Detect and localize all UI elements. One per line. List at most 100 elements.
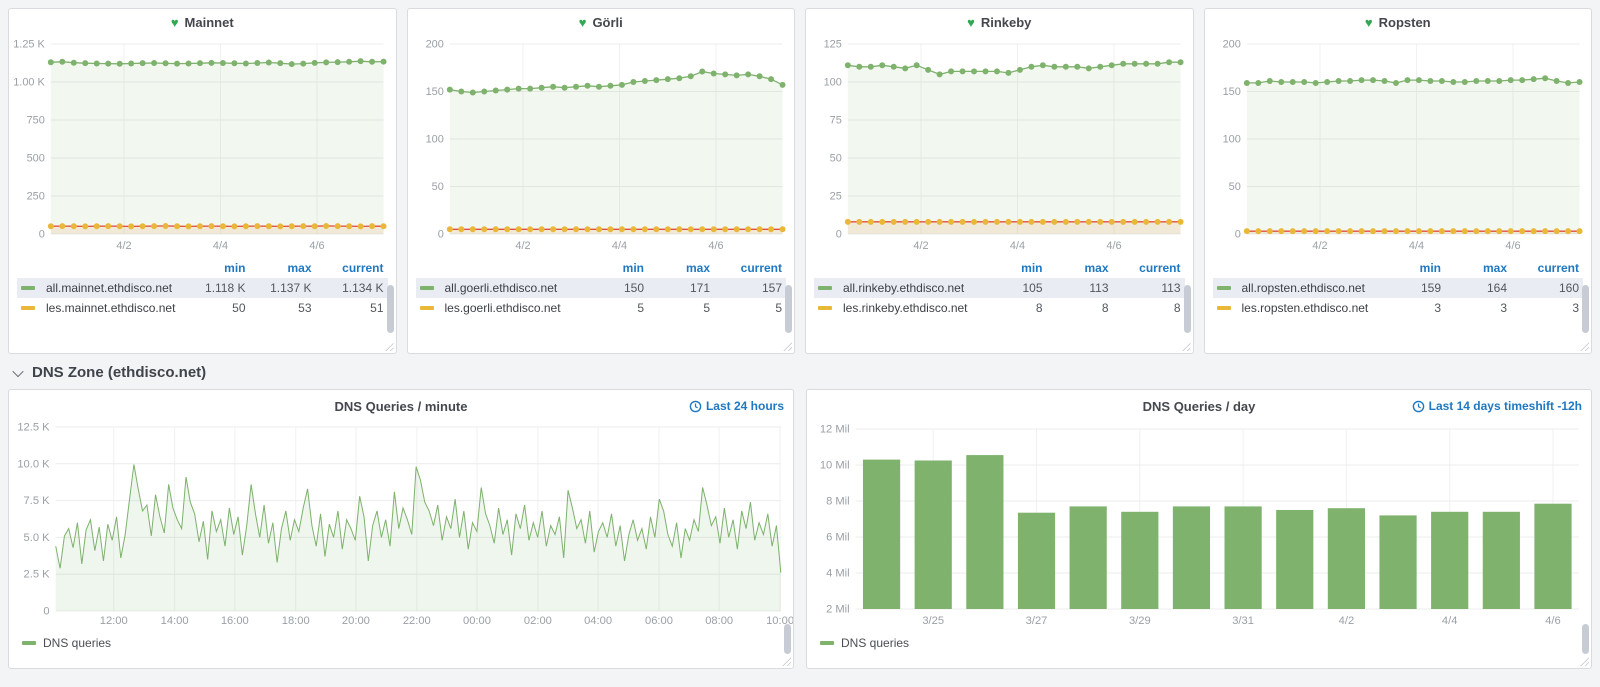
panel-header-goerli[interactable]: ♥ Görli [408, 9, 795, 36]
series-color-swatch [820, 641, 834, 645]
svg-text:10 Mil: 10 Mil [820, 460, 850, 472]
svg-text:3/29: 3/29 [1129, 615, 1151, 627]
legend-header-min[interactable]: min [981, 258, 1047, 278]
panel-header-ropsten[interactable]: ♥ Ropsten [1205, 9, 1592, 36]
svg-text:02:00: 02:00 [524, 615, 552, 627]
legend-series-name[interactable]: all.goerli.ethdisco.net [416, 278, 583, 298]
goerli-chart: 4/24/44/6200150100500 [408, 36, 795, 256]
series-color-swatch [1217, 306, 1231, 310]
svg-text:4/2: 4/2 [116, 240, 131, 252]
legend-header-max[interactable]: max [1445, 258, 1511, 278]
panel-dns-queries-day: DNS Queries / day Last 14 days timeshift… [806, 389, 1592, 669]
legend-min-value: 8 [981, 298, 1047, 318]
svg-text:20:00: 20:00 [342, 615, 370, 627]
svg-text:5.0 K: 5.0 K [24, 532, 51, 544]
series-label: les.goerli.ethdisco.net [441, 298, 565, 318]
svg-text:200: 200 [425, 38, 443, 50]
time-range-link[interactable]: Last 24 hours [689, 399, 784, 413]
section-header-dns-zone[interactable]: DNS Zone (ethdisco.net) [0, 354, 1600, 387]
svg-text:1.00 K: 1.00 K [13, 76, 45, 88]
scrollbar-thumb[interactable] [1582, 624, 1589, 654]
ropsten-chart: 4/24/44/6200150100500 [1205, 36, 1592, 256]
resize-handle[interactable] [1182, 342, 1191, 351]
svg-text:250: 250 [27, 190, 45, 202]
series-label: les.ropsten.ethdisco.net [1238, 298, 1373, 318]
legend-header-max[interactable]: max [648, 258, 714, 278]
svg-text:4/4: 4/4 [213, 240, 228, 252]
legend-series-name[interactable]: all.mainnet.ethdisco.net [17, 278, 184, 298]
legend-header-max[interactable]: max [250, 258, 316, 278]
svg-text:4/6: 4/6 [708, 240, 723, 252]
legend-series-name[interactable]: les.mainnet.ethdisco.net [17, 298, 184, 318]
series-color-swatch [818, 306, 832, 310]
legend-max-value: 1.137 K [250, 278, 316, 298]
scrollbar-thumb[interactable] [387, 285, 394, 333]
legend-max-value: 164 [1445, 278, 1511, 298]
resize-handle[interactable] [1580, 342, 1589, 351]
legend-current-value: 5 [714, 298, 786, 318]
svg-text:150: 150 [425, 86, 443, 98]
scrollbar-thumb[interactable] [1582, 285, 1589, 333]
svg-text:4/6: 4/6 [1106, 240, 1121, 252]
svg-text:6 Mil: 6 Mil [826, 532, 850, 544]
svg-text:500: 500 [27, 152, 45, 164]
series-color-swatch [1217, 286, 1231, 290]
resize-handle[interactable] [782, 657, 791, 666]
legend-header-min[interactable]: min [1379, 258, 1445, 278]
legend-header-max[interactable]: max [1047, 258, 1113, 278]
svg-text:16:00: 16:00 [221, 615, 249, 627]
legend-series-name[interactable]: les.rinkeby.ethdisco.net [814, 298, 981, 318]
legend-min-value: 105 [981, 278, 1047, 298]
chart-legend[interactable]: DNS queries [9, 631, 793, 650]
resize-handle[interactable] [1580, 657, 1589, 666]
svg-text:2.5 K: 2.5 K [24, 569, 51, 581]
heart-icon: ♥ [967, 16, 975, 29]
dns-queries-minute-chart: 12:0014:0016:0018:0020:0022:0000:0002:00… [9, 419, 793, 631]
legend-header-current[interactable]: current [316, 258, 388, 278]
panel-title-text: Ropsten [1379, 15, 1431, 30]
legend-series-name[interactable]: les.ropsten.ethdisco.net [1213, 298, 1380, 318]
svg-text:100: 100 [1222, 133, 1240, 145]
legend-min-value: 3 [1379, 298, 1445, 318]
panel-header-rinkeby[interactable]: ♥ Rinkeby [806, 9, 1193, 36]
scrollbar-thumb[interactable] [1184, 285, 1191, 333]
legend-max-value: 8 [1047, 298, 1113, 318]
legend-header-current[interactable]: current [1511, 258, 1583, 278]
legend-min-value: 159 [1379, 278, 1445, 298]
heart-icon: ♥ [579, 16, 587, 29]
legend-header-min[interactable]: min [184, 258, 250, 278]
panel-header-mainnet[interactable]: ♥ Mainnet [9, 9, 396, 36]
series-label: all.ropsten.ethdisco.net [1238, 278, 1369, 298]
legend-current-value: 1.134 K [316, 278, 388, 298]
svg-text:150: 150 [1222, 86, 1240, 98]
panel-title-text[interactable]: DNS Queries / minute [9, 399, 793, 414]
svg-text:100: 100 [824, 76, 842, 88]
svg-text:4/6: 4/6 [1505, 240, 1520, 252]
legend-header-spacer [1213, 258, 1380, 278]
svg-text:4/4: 4/4 [1408, 240, 1423, 252]
legend-series-name[interactable]: les.goerli.ethdisco.net [416, 298, 583, 318]
legend-header-min[interactable]: min [582, 258, 648, 278]
legend-header-current[interactable]: current [1113, 258, 1185, 278]
series-color-swatch [818, 286, 832, 290]
panel-title-text: Görli [592, 15, 622, 30]
scrollbar-thumb[interactable] [785, 285, 792, 333]
resize-handle[interactable] [783, 342, 792, 351]
legend-max-value: 5 [648, 298, 714, 318]
resize-handle[interactable] [385, 342, 394, 351]
scrollbar-thumb[interactable] [784, 624, 791, 654]
svg-text:4/4: 4/4 [1010, 240, 1025, 252]
time-range-link[interactable]: Last 14 days timeshift -12h [1412, 399, 1582, 413]
series-label: DNS queries [43, 636, 111, 650]
svg-text:04:00: 04:00 [584, 615, 612, 627]
chart-legend[interactable]: DNS queries [807, 631, 1591, 650]
svg-text:12.5 K: 12.5 K [17, 422, 50, 434]
legend-max-value: 53 [250, 298, 316, 318]
legend-series-name[interactable]: all.ropsten.ethdisco.net [1213, 278, 1380, 298]
legend-series-name[interactable]: all.rinkeby.ethdisco.net [814, 278, 981, 298]
legend-header-current[interactable]: current [714, 258, 786, 278]
series-label: DNS queries [841, 636, 909, 650]
legend-max-value: 171 [648, 278, 714, 298]
legend-header-spacer [814, 258, 981, 278]
legend-min-value: 50 [184, 298, 250, 318]
